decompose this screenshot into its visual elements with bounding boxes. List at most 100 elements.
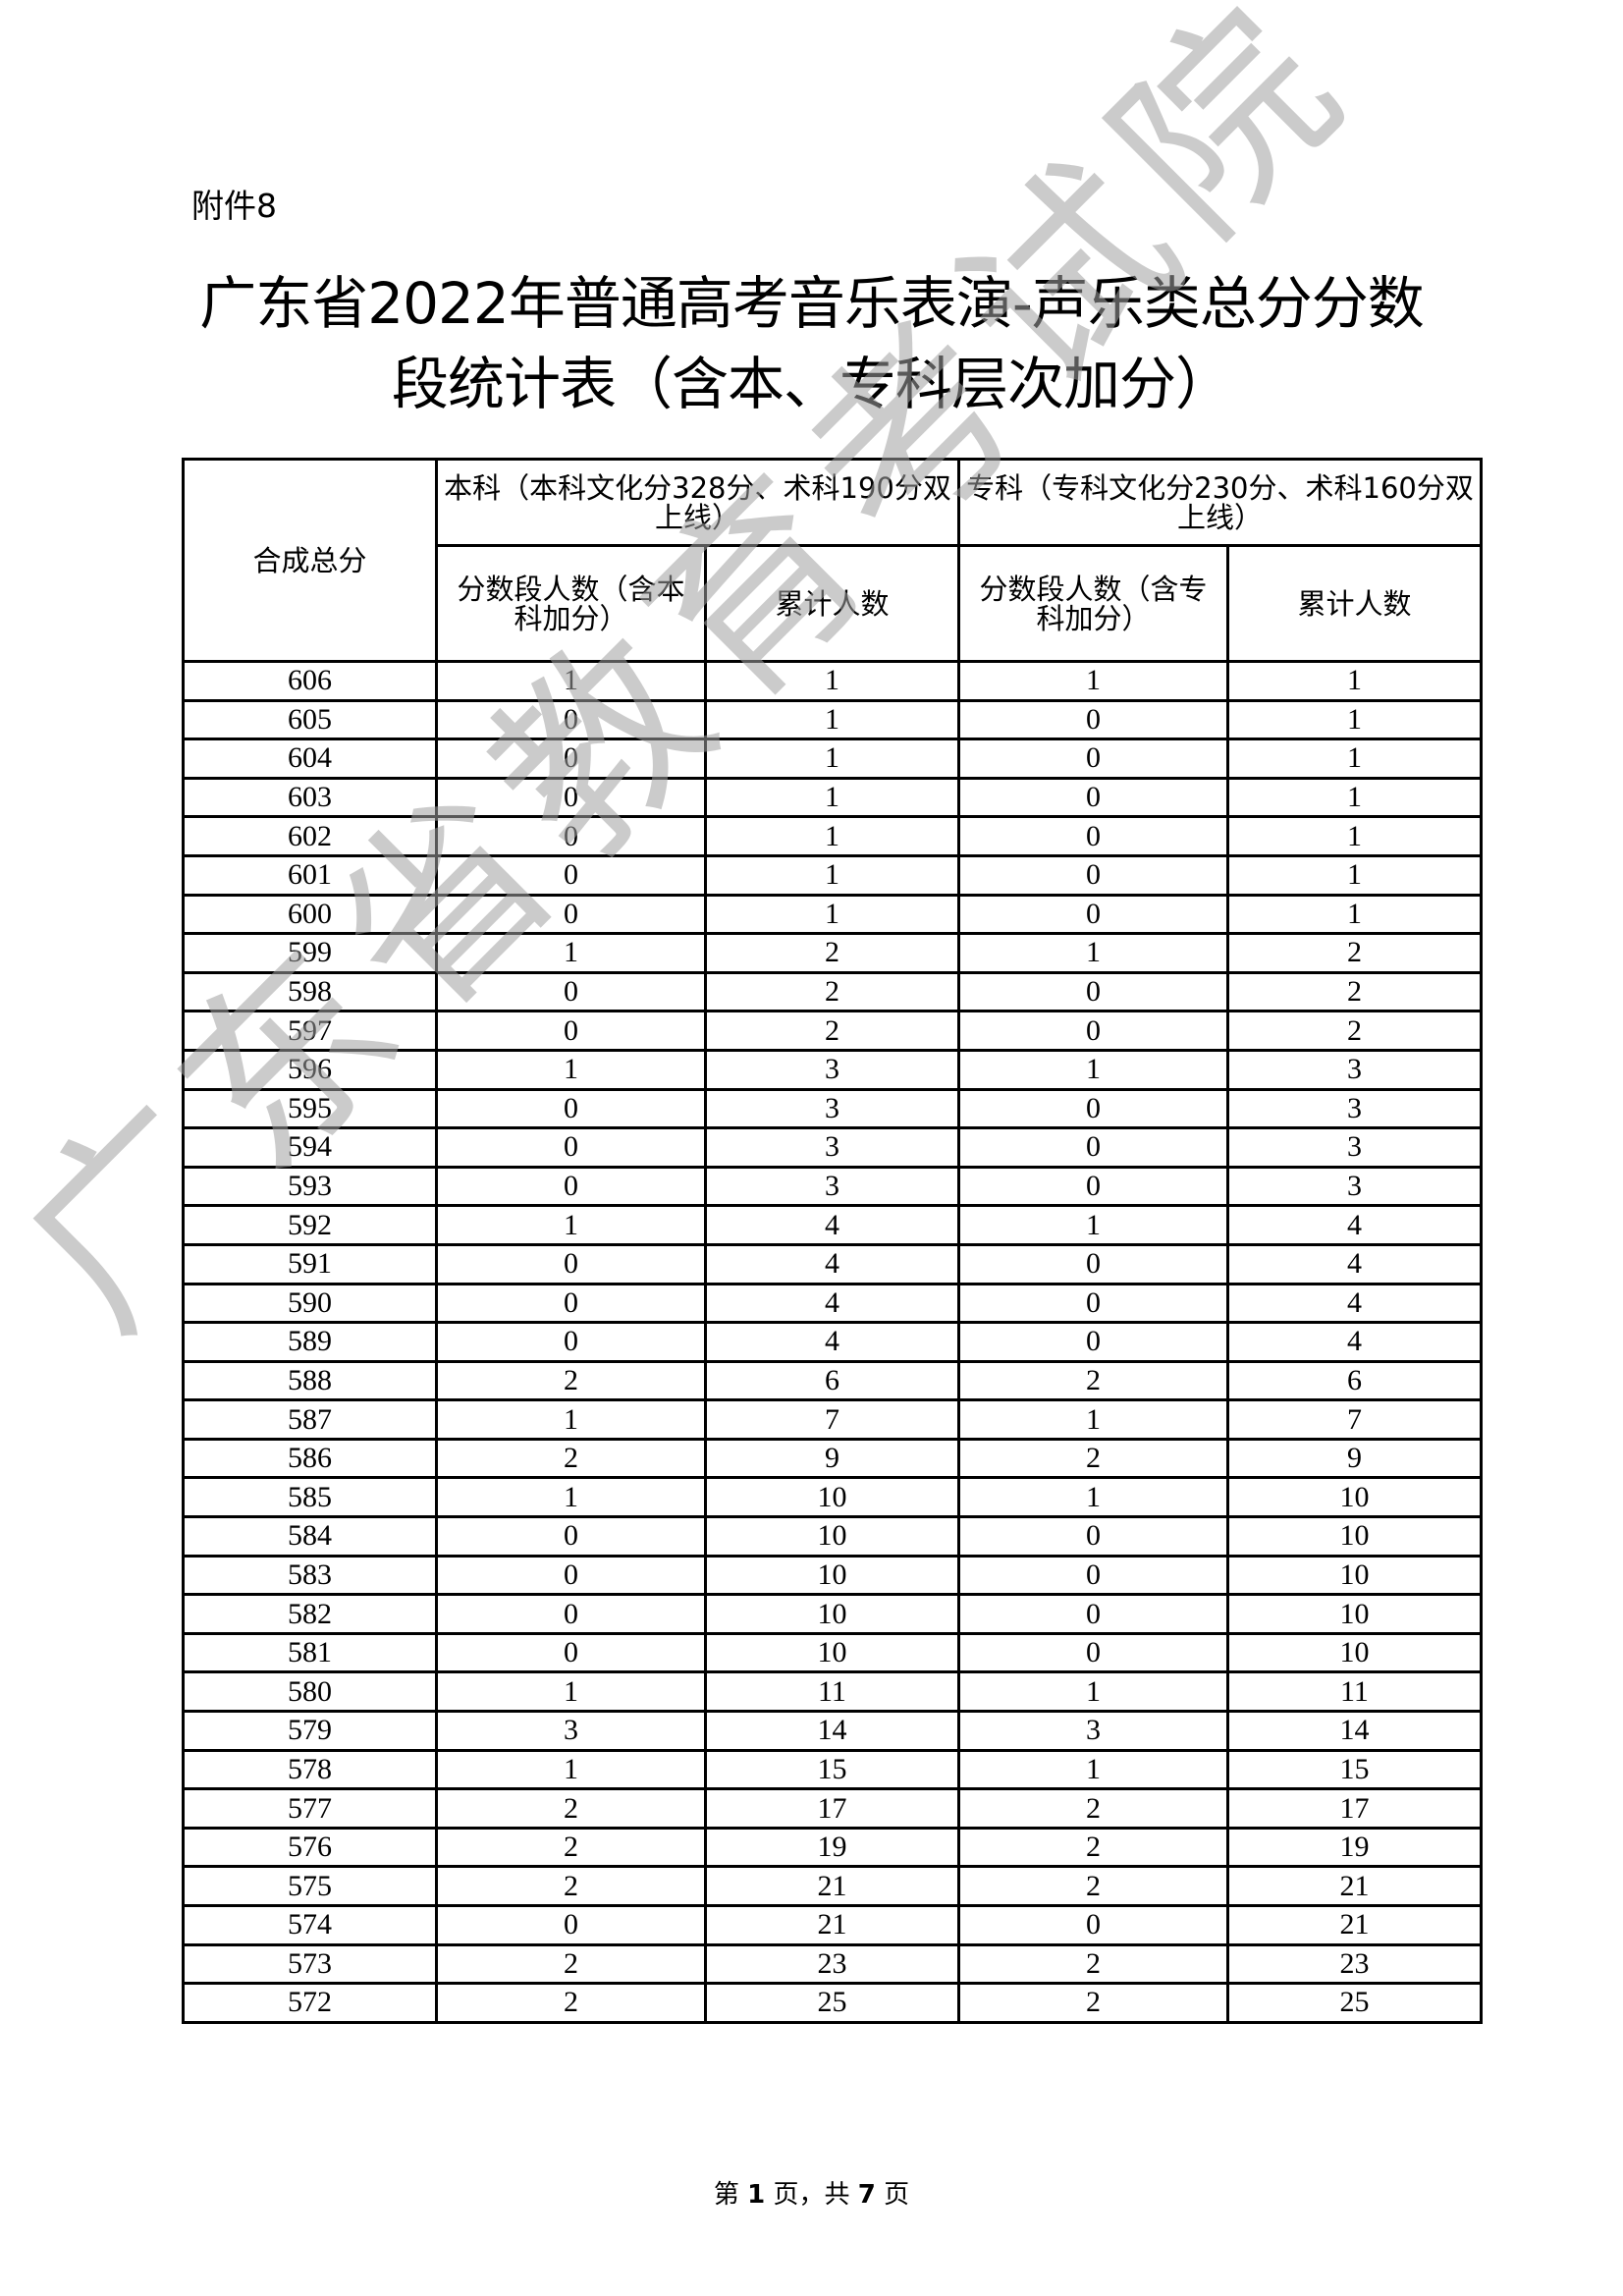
cell-undergrad-cumulative: 10 bbox=[704, 1554, 960, 1597]
cell-junior-cumulative: 4 bbox=[1226, 1242, 1483, 1285]
table-row: 595 0 3 0 3 bbox=[182, 1087, 1483, 1130]
cell-junior-count: 1 bbox=[957, 932, 1229, 974]
cell-undergrad-cumulative: 3 bbox=[704, 1087, 960, 1130]
cell-undergrad-count: 0 bbox=[435, 1010, 707, 1052]
cell-junior-cumulative: 10 bbox=[1226, 1593, 1483, 1635]
table-row: 575 2 21 2 21 bbox=[182, 1865, 1483, 1907]
cell-junior-count: 1 bbox=[957, 1048, 1229, 1091]
cell-undergrad-count: 0 bbox=[435, 1593, 707, 1635]
cell-junior-count: 0 bbox=[957, 776, 1229, 819]
cell-undergrad-count: 2 bbox=[435, 1787, 707, 1830]
header-undergrad-count: 分数段人数（含本科加分） bbox=[435, 544, 707, 663]
cell-score: 599 bbox=[182, 932, 438, 974]
cell-undergrad-cumulative: 11 bbox=[704, 1670, 960, 1714]
cell-undergrad-cumulative: 25 bbox=[704, 1982, 960, 2024]
cell-undergrad-cumulative: 10 bbox=[704, 1593, 960, 1635]
cell-undergrad-count: 0 bbox=[435, 815, 707, 857]
cell-undergrad-count: 1 bbox=[435, 1048, 707, 1091]
cell-junior-cumulative: 23 bbox=[1226, 1942, 1483, 1986]
table-row: 576 2 19 2 19 bbox=[182, 1826, 1483, 1869]
cell-undergrad-cumulative: 23 bbox=[704, 1942, 960, 1986]
header-score: 合成总分 bbox=[182, 458, 438, 663]
cell-junior-cumulative: 25 bbox=[1226, 1982, 1483, 2024]
cell-junior-cumulative: 1 bbox=[1226, 853, 1483, 897]
cell-junior-cumulative: 2 bbox=[1226, 1010, 1483, 1052]
table-row: 594 0 3 0 3 bbox=[182, 1126, 1483, 1169]
cell-undergrad-count: 1 bbox=[435, 660, 707, 702]
cell-score: 593 bbox=[182, 1165, 438, 1208]
cell-score: 582 bbox=[182, 1593, 438, 1635]
cell-undergrad-count: 0 bbox=[435, 1165, 707, 1208]
cell-junior-cumulative: 1 bbox=[1226, 815, 1483, 857]
cell-undergrad-count: 1 bbox=[435, 1670, 707, 1714]
cell-undergrad-count: 1 bbox=[435, 1204, 707, 1246]
table-row: 598 0 2 0 2 bbox=[182, 970, 1483, 1013]
header-undergrad-cumulative: 累计人数 bbox=[704, 544, 960, 663]
cell-undergrad-cumulative: 19 bbox=[704, 1826, 960, 1869]
cell-junior-cumulative: 15 bbox=[1226, 1748, 1483, 1791]
cell-undergrad-count: 0 bbox=[435, 1515, 707, 1558]
cell-undergrad-cumulative: 1 bbox=[704, 698, 960, 741]
cell-score: 576 bbox=[182, 1826, 438, 1869]
cell-undergrad-cumulative: 2 bbox=[704, 932, 960, 974]
cell-junior-cumulative: 21 bbox=[1226, 1865, 1483, 1907]
cell-junior-count: 0 bbox=[957, 1165, 1229, 1208]
cell-undergrad-count: 0 bbox=[435, 1282, 707, 1325]
cell-undergrad-cumulative: 17 bbox=[704, 1787, 960, 1830]
table-row: 603 0 1 0 1 bbox=[182, 776, 1483, 819]
cell-score: 579 bbox=[182, 1710, 438, 1752]
cell-undergrad-count: 2 bbox=[435, 1437, 707, 1480]
cell-junior-cumulative: 10 bbox=[1226, 1515, 1483, 1558]
cell-junior-cumulative: 9 bbox=[1226, 1437, 1483, 1480]
footer-prefix: 第 bbox=[713, 2180, 748, 2210]
cell-undergrad-cumulative: 4 bbox=[704, 1321, 960, 1363]
cell-undergrad-cumulative: 10 bbox=[704, 1515, 960, 1558]
cell-undergrad-cumulative: 1 bbox=[704, 738, 960, 780]
table-row: 587 1 7 1 7 bbox=[182, 1398, 1483, 1441]
cell-junior-count: 0 bbox=[957, 1010, 1229, 1052]
cell-junior-count: 2 bbox=[957, 1942, 1229, 1986]
cell-score: 597 bbox=[182, 1010, 438, 1052]
footer-page-number: 1 bbox=[747, 2180, 766, 2210]
cell-score: 603 bbox=[182, 776, 438, 819]
score-distribution-table: 合成总分 本科（本科文化分328分、术科190分双上线） 专科（专科文化分230… bbox=[182, 458, 1483, 2024]
cell-junior-cumulative: 17 bbox=[1226, 1787, 1483, 1830]
cell-junior-count: 2 bbox=[957, 1437, 1229, 1480]
cell-junior-cumulative: 14 bbox=[1226, 1710, 1483, 1752]
cell-undergrad-cumulative: 2 bbox=[704, 970, 960, 1013]
cell-junior-count: 0 bbox=[957, 1282, 1229, 1325]
cell-junior-cumulative: 10 bbox=[1226, 1554, 1483, 1597]
cell-junior-cumulative: 1 bbox=[1226, 738, 1483, 780]
table-row: 573 2 23 2 23 bbox=[182, 1942, 1483, 1986]
cell-score: 591 bbox=[182, 1242, 438, 1285]
cell-undergrad-count: 2 bbox=[435, 1865, 707, 1907]
cell-junior-cumulative: 10 bbox=[1226, 1631, 1483, 1674]
cell-undergrad-cumulative: 3 bbox=[704, 1126, 960, 1169]
cell-undergrad-count: 0 bbox=[435, 1631, 707, 1674]
cell-score: 606 bbox=[182, 660, 438, 702]
table-row: 605 0 1 0 1 bbox=[182, 698, 1483, 741]
cell-undergrad-cumulative: 1 bbox=[704, 776, 960, 819]
table-row: 582 0 10 0 10 bbox=[182, 1593, 1483, 1635]
cell-junior-count: 1 bbox=[957, 1476, 1229, 1519]
cell-undergrad-cumulative: 15 bbox=[704, 1748, 960, 1791]
cell-undergrad-cumulative: 4 bbox=[704, 1204, 960, 1246]
cell-junior-count: 0 bbox=[957, 1242, 1229, 1285]
table-row: 572 2 25 2 25 bbox=[182, 1982, 1483, 2024]
cell-score: 588 bbox=[182, 1359, 438, 1402]
page-title: 广东省2022年普通高考音乐表演-声乐类总分分数 段统计表（含本、专科层次加分） bbox=[0, 263, 1623, 424]
title-line-2: 段统计表（含本、专科层次加分） bbox=[391, 351, 1232, 417]
cell-junior-count: 2 bbox=[957, 1982, 1229, 2024]
cell-junior-cumulative: 3 bbox=[1226, 1048, 1483, 1091]
cell-junior-count: 2 bbox=[957, 1826, 1229, 1869]
cell-junior-count: 0 bbox=[957, 738, 1229, 780]
cell-undergrad-count: 0 bbox=[435, 1554, 707, 1597]
header-junior-group: 专科（专科文化分230分、术科160分双上线） bbox=[957, 458, 1483, 547]
table-row: 583 0 10 0 10 bbox=[182, 1554, 1483, 1597]
cell-undergrad-count: 0 bbox=[435, 853, 707, 897]
cell-undergrad-count: 0 bbox=[435, 970, 707, 1013]
cell-undergrad-cumulative: 21 bbox=[704, 1904, 960, 1946]
cell-undergrad-cumulative: 6 bbox=[704, 1359, 960, 1402]
cell-undergrad-count: 0 bbox=[435, 1904, 707, 1946]
cell-undergrad-count: 0 bbox=[435, 738, 707, 780]
